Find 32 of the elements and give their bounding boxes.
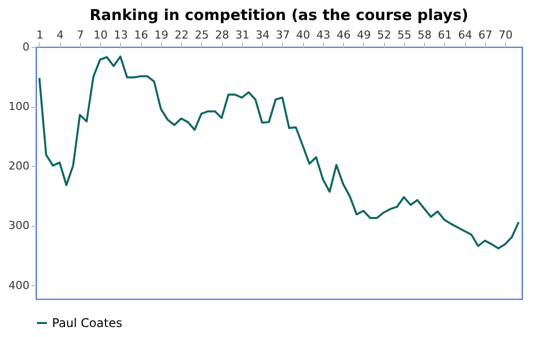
x-tick-label: 7 <box>76 28 84 42</box>
x-tick-label: 37 <box>276 28 290 42</box>
x-tick-label: 67 <box>478 28 492 42</box>
x-tick-label: 28 <box>215 28 230 42</box>
legend-label: Paul Coates <box>52 316 122 330</box>
y-tick-label: 400 <box>8 278 30 292</box>
x-tick-label: 61 <box>438 28 452 42</box>
x-tick-label: 22 <box>174 28 189 42</box>
chart-title: Ranking in competition (as the course plays) <box>90 6 468 24</box>
y-tick-label: 100 <box>8 100 30 114</box>
x-tick-label: 1 <box>36 28 44 42</box>
x-tick-label: 10 <box>94 28 108 42</box>
x-tick-label: 16 <box>134 28 148 42</box>
x-tick-label: 31 <box>235 28 250 42</box>
x-tick-label: 25 <box>194 28 209 42</box>
line-series <box>38 56 520 250</box>
x-tick-label: 40 <box>296 28 310 42</box>
x-tick-label: 70 <box>498 28 513 42</box>
x-tick-label: 55 <box>397 28 412 42</box>
x-tick-label: 52 <box>377 28 392 42</box>
x-tick-label: 4 <box>56 28 64 42</box>
x-tick-label: 46 <box>336 28 351 42</box>
x-tick-label: 13 <box>114 28 128 42</box>
x-tick-label: 19 <box>154 28 168 42</box>
x-tick-label: 34 <box>256 28 270 42</box>
y-tick-label: 200 <box>8 160 30 173</box>
x-tick-label: 49 <box>356 28 371 42</box>
y-tick-label: 0 <box>22 40 30 54</box>
x-tick-label: 64 <box>458 28 472 42</box>
y-tick-label: 300 <box>8 219 30 232</box>
x-tick-label: 43 <box>316 28 330 42</box>
x-tick-label: 58 <box>418 28 432 42</box>
